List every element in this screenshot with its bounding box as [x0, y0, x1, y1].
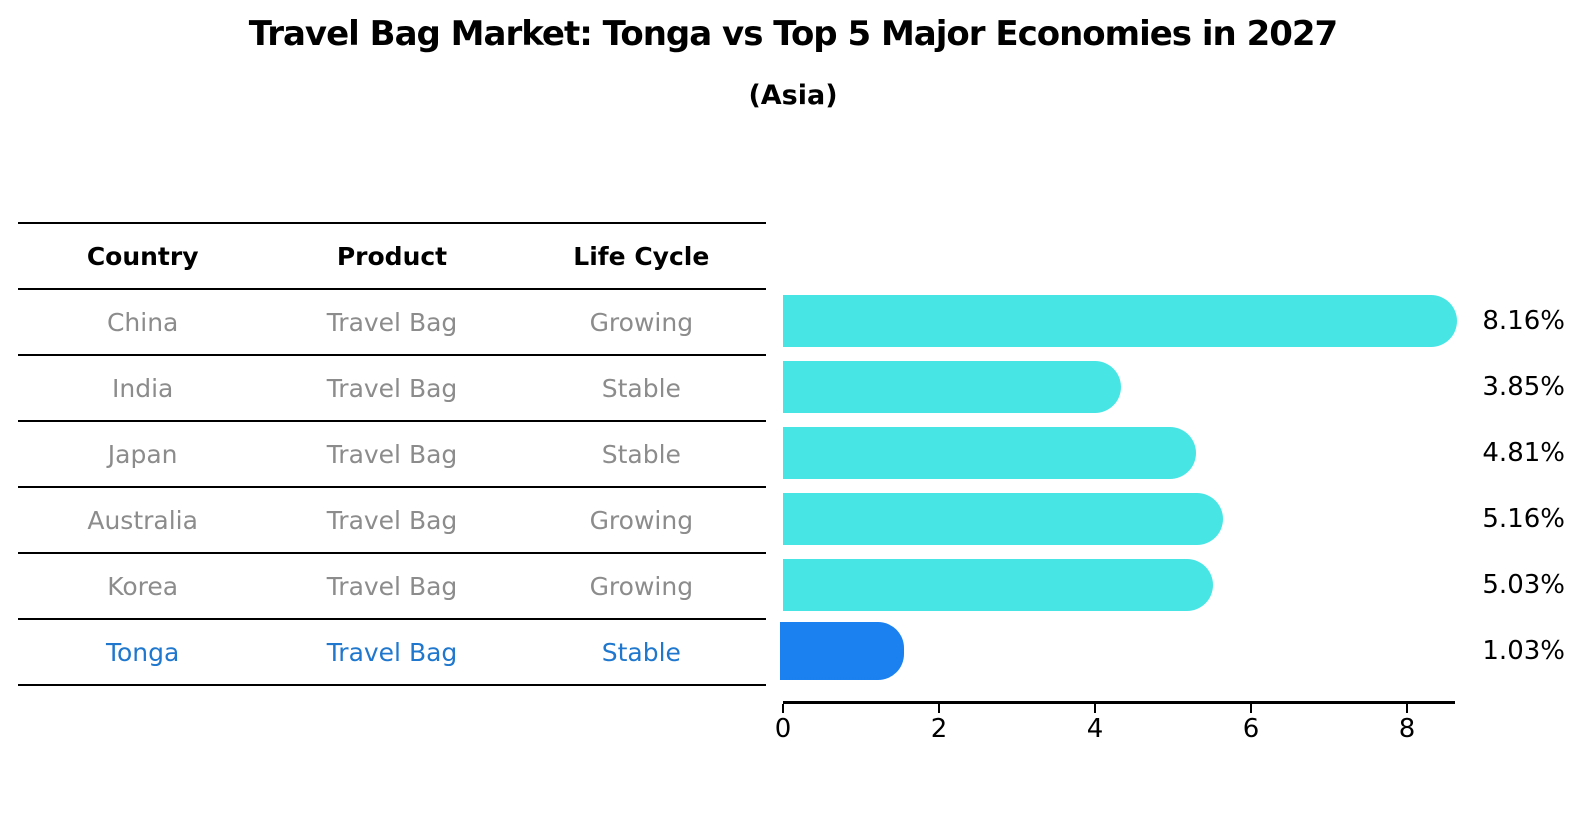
table-header-row: Country Product Life Cycle: [18, 224, 766, 290]
cell-product: Travel Bag: [326, 307, 458, 337]
x-axis-tick-0: [782, 704, 784, 713]
value-label-china: 8.16%: [1482, 306, 1565, 336]
column-header-country: Country: [86, 241, 199, 271]
cell-product: Travel Bag: [326, 373, 458, 403]
chart-title: Travel Bag Market: Tonga vs Top 5 Major …: [248, 14, 1338, 54]
value-label-australia: 5.16%: [1482, 504, 1565, 534]
table-row: India Travel Bag Stable: [18, 356, 766, 422]
value-label-tonga: 1.03%: [1482, 636, 1565, 666]
cell-country: India: [111, 373, 174, 403]
bar-japan: [783, 427, 1197, 479]
bar-india: [783, 361, 1122, 413]
cell-life-cycle: Stable: [601, 439, 681, 469]
cell-product: Travel Bag: [326, 439, 458, 469]
table-row-highlight-tonga: Tonga Travel Bag Stable: [18, 620, 766, 686]
chart-subtitle: (Asia): [748, 80, 838, 111]
bar-australia: [783, 493, 1224, 545]
cell-country: China: [106, 307, 179, 337]
country-table: Country Product Life Cycle China Travel …: [18, 222, 766, 686]
bar-highlight-tonga: [780, 622, 905, 680]
x-axis-tick-label-6: 6: [1242, 714, 1260, 744]
cell-country: Tonga: [105, 637, 180, 667]
table-row: Japan Travel Bag Stable: [18, 422, 766, 488]
bar-china: [783, 295, 1458, 347]
table-row: Australia Travel Bag Growing: [18, 488, 766, 554]
cell-product: Travel Bag: [326, 637, 458, 667]
x-axis-tick-8: [1406, 704, 1408, 713]
cell-country: Japan: [107, 439, 178, 469]
x-axis-tick-4: [1094, 704, 1096, 713]
bar-korea: [783, 559, 1214, 611]
x-axis-tick-2: [938, 704, 940, 713]
x-axis-line: [783, 701, 1455, 704]
x-axis-tick-6: [1250, 704, 1252, 713]
x-axis-tick-label-2: 2: [930, 714, 948, 744]
column-header-product: Product: [336, 241, 448, 271]
x-axis-tick-label-4: 4: [1086, 714, 1104, 744]
cell-country: Australia: [87, 505, 198, 535]
table-row: Korea Travel Bag Growing: [18, 554, 766, 620]
column-header-life-cycle: Life Cycle: [573, 241, 710, 271]
table-row: China Travel Bag Growing: [18, 290, 766, 356]
x-axis-tick-label-8: 8: [1398, 714, 1416, 744]
cell-life-cycle: Growing: [589, 505, 694, 535]
value-label-india: 3.85%: [1482, 372, 1565, 402]
cell-product: Travel Bag: [326, 571, 458, 601]
value-label-japan: 4.81%: [1482, 438, 1565, 468]
cell-life-cycle: Growing: [589, 307, 694, 337]
cell-product: Travel Bag: [326, 505, 458, 535]
x-axis-tick-label-0: 0: [774, 714, 792, 744]
cell-life-cycle: Stable: [601, 637, 681, 667]
cell-country: Korea: [107, 571, 179, 601]
value-label-korea: 5.03%: [1482, 570, 1565, 600]
cell-life-cycle: Stable: [601, 373, 681, 403]
cell-life-cycle: Growing: [589, 571, 694, 601]
